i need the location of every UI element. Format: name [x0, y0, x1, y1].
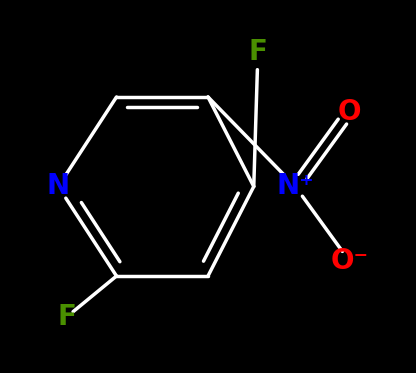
Text: N⁺: N⁺	[277, 172, 314, 201]
Text: O⁻: O⁻	[330, 247, 369, 275]
Text: O: O	[338, 98, 361, 126]
Text: F: F	[57, 303, 76, 331]
Text: F: F	[248, 38, 267, 66]
Text: N: N	[47, 172, 70, 201]
